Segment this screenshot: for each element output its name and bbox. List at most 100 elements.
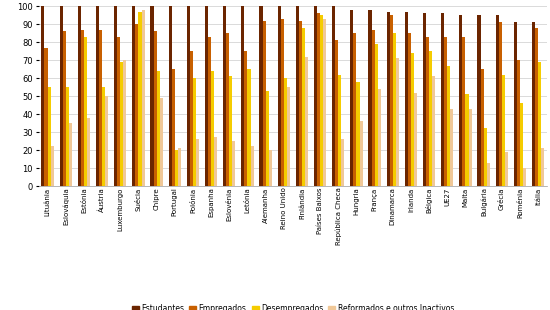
Bar <box>368 10 372 186</box>
Bar <box>408 33 411 186</box>
Bar <box>296 6 299 186</box>
Bar <box>390 15 393 186</box>
Bar <box>463 37 465 186</box>
Bar <box>387 11 390 186</box>
Bar <box>393 33 396 186</box>
Bar <box>226 33 229 186</box>
Bar <box>96 6 99 186</box>
Bar <box>459 15 463 186</box>
Bar <box>469 109 472 186</box>
Bar <box>502 74 505 186</box>
Bar <box>160 98 163 186</box>
Bar <box>541 148 544 186</box>
Bar <box>69 123 72 186</box>
Bar <box>520 103 523 186</box>
Bar <box>320 15 323 186</box>
Bar <box>193 78 196 186</box>
Bar <box>335 40 338 186</box>
Bar <box>284 78 287 186</box>
Bar <box>314 6 317 186</box>
Bar <box>48 87 51 186</box>
Bar <box>354 33 356 186</box>
Bar <box>251 146 254 186</box>
Bar <box>123 60 126 186</box>
Bar <box>169 6 172 186</box>
Bar <box>266 91 269 186</box>
Bar <box>120 62 123 186</box>
Bar <box>105 96 108 186</box>
Bar <box>102 87 105 186</box>
Bar <box>45 47 48 186</box>
Bar <box>81 29 84 186</box>
Bar <box>278 6 280 186</box>
Bar <box>178 148 181 186</box>
Bar <box>332 6 335 186</box>
Bar <box>41 6 45 186</box>
Bar <box>323 19 326 186</box>
Bar <box>78 6 81 186</box>
Bar <box>338 74 342 186</box>
Bar <box>139 11 141 186</box>
Bar <box>175 150 178 186</box>
Bar <box>477 15 481 186</box>
Bar <box>360 121 362 186</box>
Bar <box>342 139 344 186</box>
Bar <box>262 20 266 186</box>
Bar <box>51 146 54 186</box>
Bar <box>426 37 429 186</box>
Bar <box>244 51 248 186</box>
Bar <box>302 28 305 186</box>
Bar <box>241 6 244 186</box>
Bar <box>450 109 454 186</box>
Bar <box>487 163 490 186</box>
Bar <box>141 10 145 186</box>
Bar <box>269 150 272 186</box>
Bar <box>84 37 87 186</box>
Bar <box>87 118 90 186</box>
Bar <box>59 6 63 186</box>
Bar <box>99 29 102 186</box>
Bar <box>483 128 487 186</box>
Bar <box>66 87 69 186</box>
Bar <box>317 13 320 186</box>
Bar <box>157 71 160 186</box>
Bar <box>396 58 399 186</box>
Bar <box>223 6 226 186</box>
Legend: Estudantes, Empregados, Desempregados, Reformados e outros Inactivos: Estudantes, Empregados, Desempregados, R… <box>129 301 457 310</box>
Bar <box>114 6 117 186</box>
Bar <box>444 37 447 186</box>
Bar <box>299 20 302 186</box>
Bar <box>441 13 444 186</box>
Bar <box>378 89 381 186</box>
Bar <box>411 53 414 186</box>
Bar <box>232 141 235 186</box>
Bar <box>287 87 290 186</box>
Bar <box>375 44 378 186</box>
Bar <box>135 24 139 186</box>
Bar <box>260 6 262 186</box>
Bar <box>63 31 66 186</box>
Bar <box>280 19 284 186</box>
Bar <box>523 168 526 186</box>
Bar <box>414 92 417 186</box>
Bar <box>153 31 157 186</box>
Bar <box>496 15 499 186</box>
Bar <box>229 76 232 186</box>
Bar <box>248 69 251 186</box>
Bar <box>208 37 211 186</box>
Bar <box>517 60 520 186</box>
Bar <box>117 37 120 186</box>
Bar <box>214 137 217 186</box>
Bar <box>350 10 354 186</box>
Bar <box>505 152 508 186</box>
Bar <box>405 11 408 186</box>
Bar <box>205 6 208 186</box>
Bar <box>499 22 502 186</box>
Bar <box>356 82 360 186</box>
Bar <box>196 139 199 186</box>
Bar <box>532 22 535 186</box>
Bar <box>465 94 469 186</box>
Bar <box>372 29 375 186</box>
Bar <box>481 69 483 186</box>
Bar <box>187 6 190 186</box>
